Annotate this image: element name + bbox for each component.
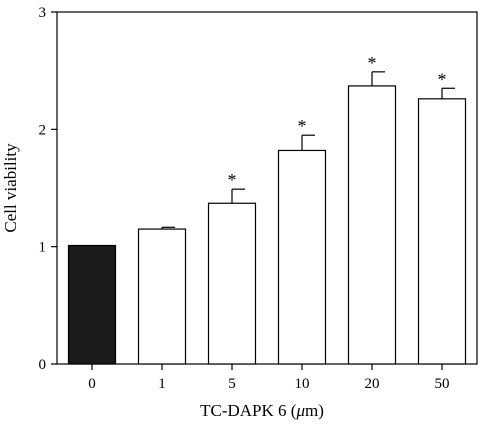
bar [67, 244, 117, 365]
bar-group [137, 226, 187, 365]
bar-group: * [207, 170, 257, 365]
bar-group [67, 244, 117, 365]
y-axis: 0 1 2 3 [39, 5, 57, 373]
x-tick-label: 0 [88, 376, 96, 392]
plot-border [56, 11, 478, 365]
x-tick-label: 5 [228, 376, 236, 392]
x-tick-label: 1 [158, 376, 166, 392]
bars: * * * * [67, 53, 467, 365]
y-tick-label: 3 [39, 5, 47, 21]
significance-marker: * [298, 116, 307, 136]
x-axis-label: TC-DAPK 6 (μm) [200, 401, 324, 420]
x-tick-label: 10 [295, 376, 310, 392]
significance-marker: * [438, 69, 447, 89]
bar [347, 85, 397, 365]
bar-group: * [417, 69, 467, 365]
x-tick-label: 20 [365, 376, 380, 392]
x-axis: 0 1 5 10 20 50 [88, 364, 450, 392]
bar-group: * [277, 116, 327, 365]
y-tick-label: 1 [39, 240, 47, 256]
y-tick-label: 2 [39, 122, 47, 138]
significance-marker: * [368, 53, 377, 73]
significance-marker: * [228, 170, 237, 190]
bar [417, 98, 467, 365]
bar [277, 149, 327, 365]
x-tick-label: 50 [435, 376, 450, 392]
bar-group: * [347, 53, 397, 365]
bar [137, 228, 187, 365]
y-axis-label: Cell viability [1, 143, 20, 233]
plot-area-frame [56, 11, 478, 365]
bar [207, 202, 257, 365]
y-tick-label: 0 [39, 357, 47, 373]
